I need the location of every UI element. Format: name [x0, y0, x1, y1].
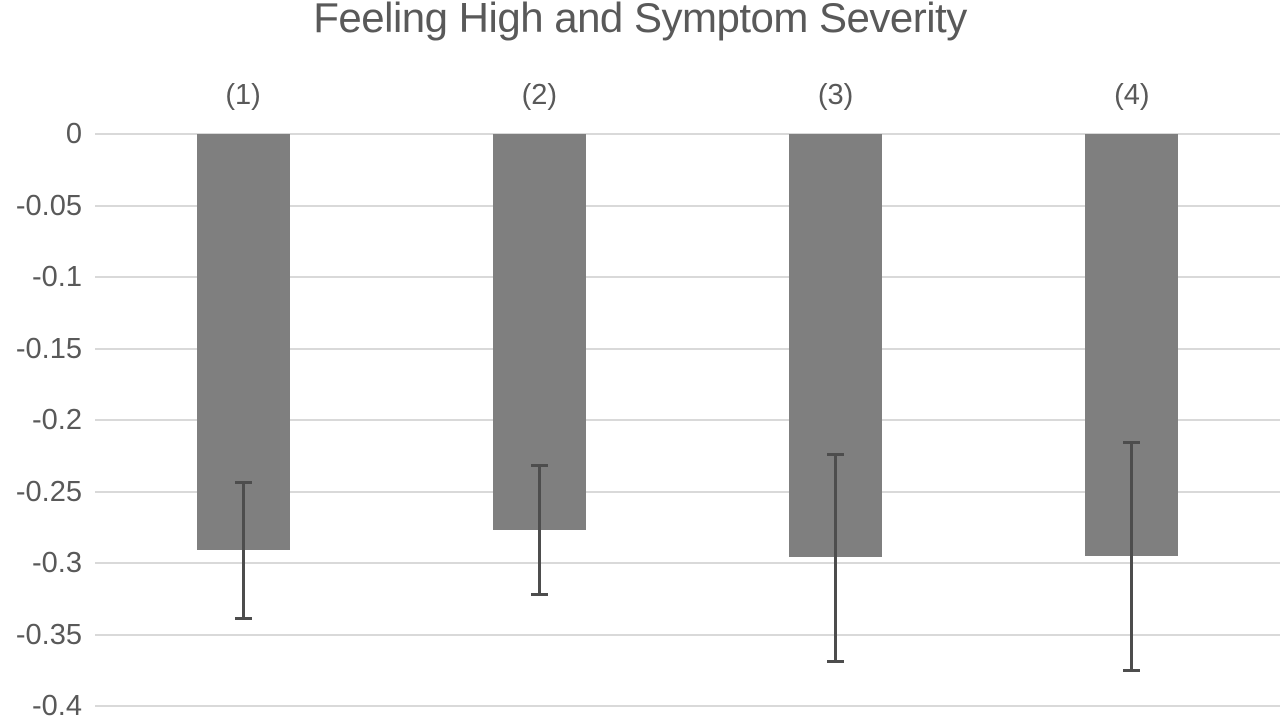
gridline: [95, 562, 1280, 564]
error-bar-bottom-cap: [827, 660, 845, 664]
gridline: [95, 204, 1280, 207]
gridline: [95, 133, 1280, 135]
data-bar: [492, 134, 586, 531]
error-bar-top-cap: [1123, 441, 1141, 445]
gridline: [95, 419, 1280, 421]
error-bar-line: [834, 454, 838, 662]
y-axis-tick-label: -0.2: [32, 404, 82, 436]
error-bar-bottom-cap: [1123, 668, 1141, 672]
error-bar-top-cap: [827, 452, 845, 456]
chart-title: Feeling High and Symptom Severity: [313, 0, 967, 41]
y-axis-tick-label: -0.3: [32, 547, 82, 579]
y-axis-tick-label: -0.4: [32, 690, 82, 716]
error-bar-top-cap: [530, 464, 548, 468]
error-bar-line: [1130, 442, 1134, 671]
gridline: [95, 633, 1280, 636]
category-label: (2): [521, 79, 558, 111]
gridline: [95, 276, 1280, 278]
data-bar: [196, 134, 290, 551]
category-label: (4): [1114, 79, 1150, 111]
y-axis-tick-label: -0.25: [15, 475, 82, 508]
y-axis-tick-label: -0.1: [32, 261, 82, 293]
error-bar-line: [537, 465, 541, 595]
gridline: [95, 347, 1280, 350]
y-axis-tick-label: -0.35: [15, 618, 82, 651]
gridline: [95, 705, 1280, 707]
y-axis-tick-label: -0.05: [15, 189, 82, 222]
category-label: (3): [817, 79, 854, 111]
error-bar-bottom-cap: [530, 592, 548, 596]
error-bar-top-cap: [234, 481, 252, 485]
y-axis-tick-label: -0.15: [15, 332, 82, 365]
category-label: (1): [225, 79, 261, 111]
error-bar-line: [241, 482, 245, 619]
error-bar-bottom-cap: [234, 617, 252, 621]
y-axis-tick-label: 0: [65, 118, 82, 150]
gridline: [95, 490, 1280, 493]
